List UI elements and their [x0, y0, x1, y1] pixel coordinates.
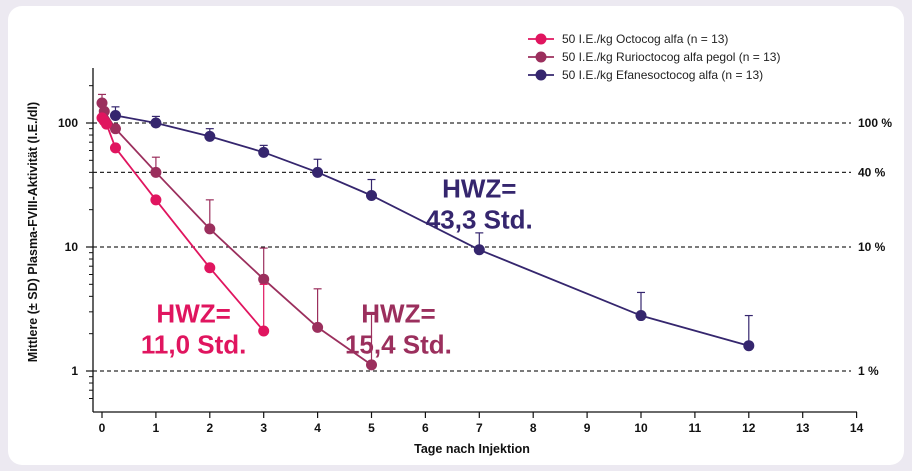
x-tick-label: 7 [476, 421, 483, 435]
x-tick-label: 8 [530, 421, 537, 435]
x-ticks: 0 1 2 3 4 5 6 7 8 9 10 11 12 13 14 [99, 412, 864, 435]
data-point [100, 118, 112, 130]
data-point [258, 273, 270, 285]
legend-marker [535, 33, 547, 45]
legend-label: 50 I.E./kg Efanesoctocog alfa (n = 13) [562, 68, 763, 82]
annotations: HWZ=43,3 Std.HWZ=11,0 Std.HWZ=15,4 Std. [141, 174, 533, 360]
y-axis-title: Mittlere (± SD) Plasma-FVIII-Aktivität (… [26, 102, 40, 362]
x-tick-label: 14 [850, 421, 864, 435]
x-tick-label: 9 [584, 421, 591, 435]
half-life-label: 15,4 Std. [345, 330, 452, 360]
data-point [366, 190, 377, 202]
series-0 [96, 112, 270, 337]
x-tick-label: 2 [206, 421, 213, 435]
half-life-label: HWZ= [361, 299, 435, 329]
series-2 [109, 106, 755, 352]
reference-label: 10 % [858, 240, 886, 254]
x-tick-label: 4 [314, 421, 321, 435]
data-point [109, 109, 121, 121]
legend: 50 I.E./kg Octocog alfa (n = 13) 50 I.E./… [528, 32, 780, 82]
data-point [150, 166, 162, 178]
x-axis-title: Tage nach Injektion [414, 442, 530, 456]
legend-marker [535, 69, 547, 81]
data-point [150, 117, 162, 129]
x-tick-label: 11 [689, 421, 702, 435]
half-life-label: 43,3 Std. [426, 205, 533, 235]
reference-label: 100 % [858, 116, 892, 130]
y-tick-label: 100 [58, 116, 78, 130]
chart-card [8, 6, 904, 465]
data-point [109, 123, 121, 135]
legend-marker [535, 51, 547, 63]
data-point [473, 244, 485, 256]
series-line [101, 102, 373, 366]
y-tick-label: 10 [65, 240, 79, 254]
reference-lines: 100 % 40 % 10 % 1 % [93, 116, 892, 378]
axes [92, 68, 857, 413]
x-tick-label: 1 [153, 421, 160, 435]
data-point [109, 142, 121, 154]
data-point [258, 325, 270, 337]
x-tick-label: 0 [99, 421, 106, 435]
half-life-label: HWZ= [442, 174, 516, 204]
x-tick-label: 6 [422, 421, 429, 435]
data-point [204, 130, 216, 142]
half-life-label: HWZ= [156, 299, 230, 329]
y-tick-label: 1 [71, 364, 78, 378]
data-point [204, 262, 216, 274]
data-point [96, 97, 108, 109]
y-ticks: 1 10 100 [58, 85, 93, 400]
half-life-label: 11,0 Std. [141, 330, 247, 360]
x-tick-label: 3 [260, 421, 267, 435]
data-point [366, 359, 377, 371]
data-point [312, 321, 324, 333]
data-point [743, 340, 755, 352]
data-point [258, 146, 270, 158]
x-tick-label: 12 [742, 421, 756, 435]
x-tick-label: 13 [796, 421, 810, 435]
reference-label: 1 % [858, 364, 879, 378]
x-tick-label: 10 [634, 421, 648, 435]
legend-label: 50 I.E./kg Rurioctocog alfa pegol (n = 1… [562, 50, 780, 64]
reference-label: 40 % [858, 165, 886, 179]
data-point [204, 223, 216, 235]
legend-label: 50 I.E./kg Octocog alfa (n = 13) [562, 32, 728, 46]
data-point [312, 166, 324, 178]
data-point [150, 194, 162, 206]
data-point [635, 310, 647, 322]
series-layer [96, 93, 755, 371]
x-tick-label: 5 [368, 421, 375, 435]
